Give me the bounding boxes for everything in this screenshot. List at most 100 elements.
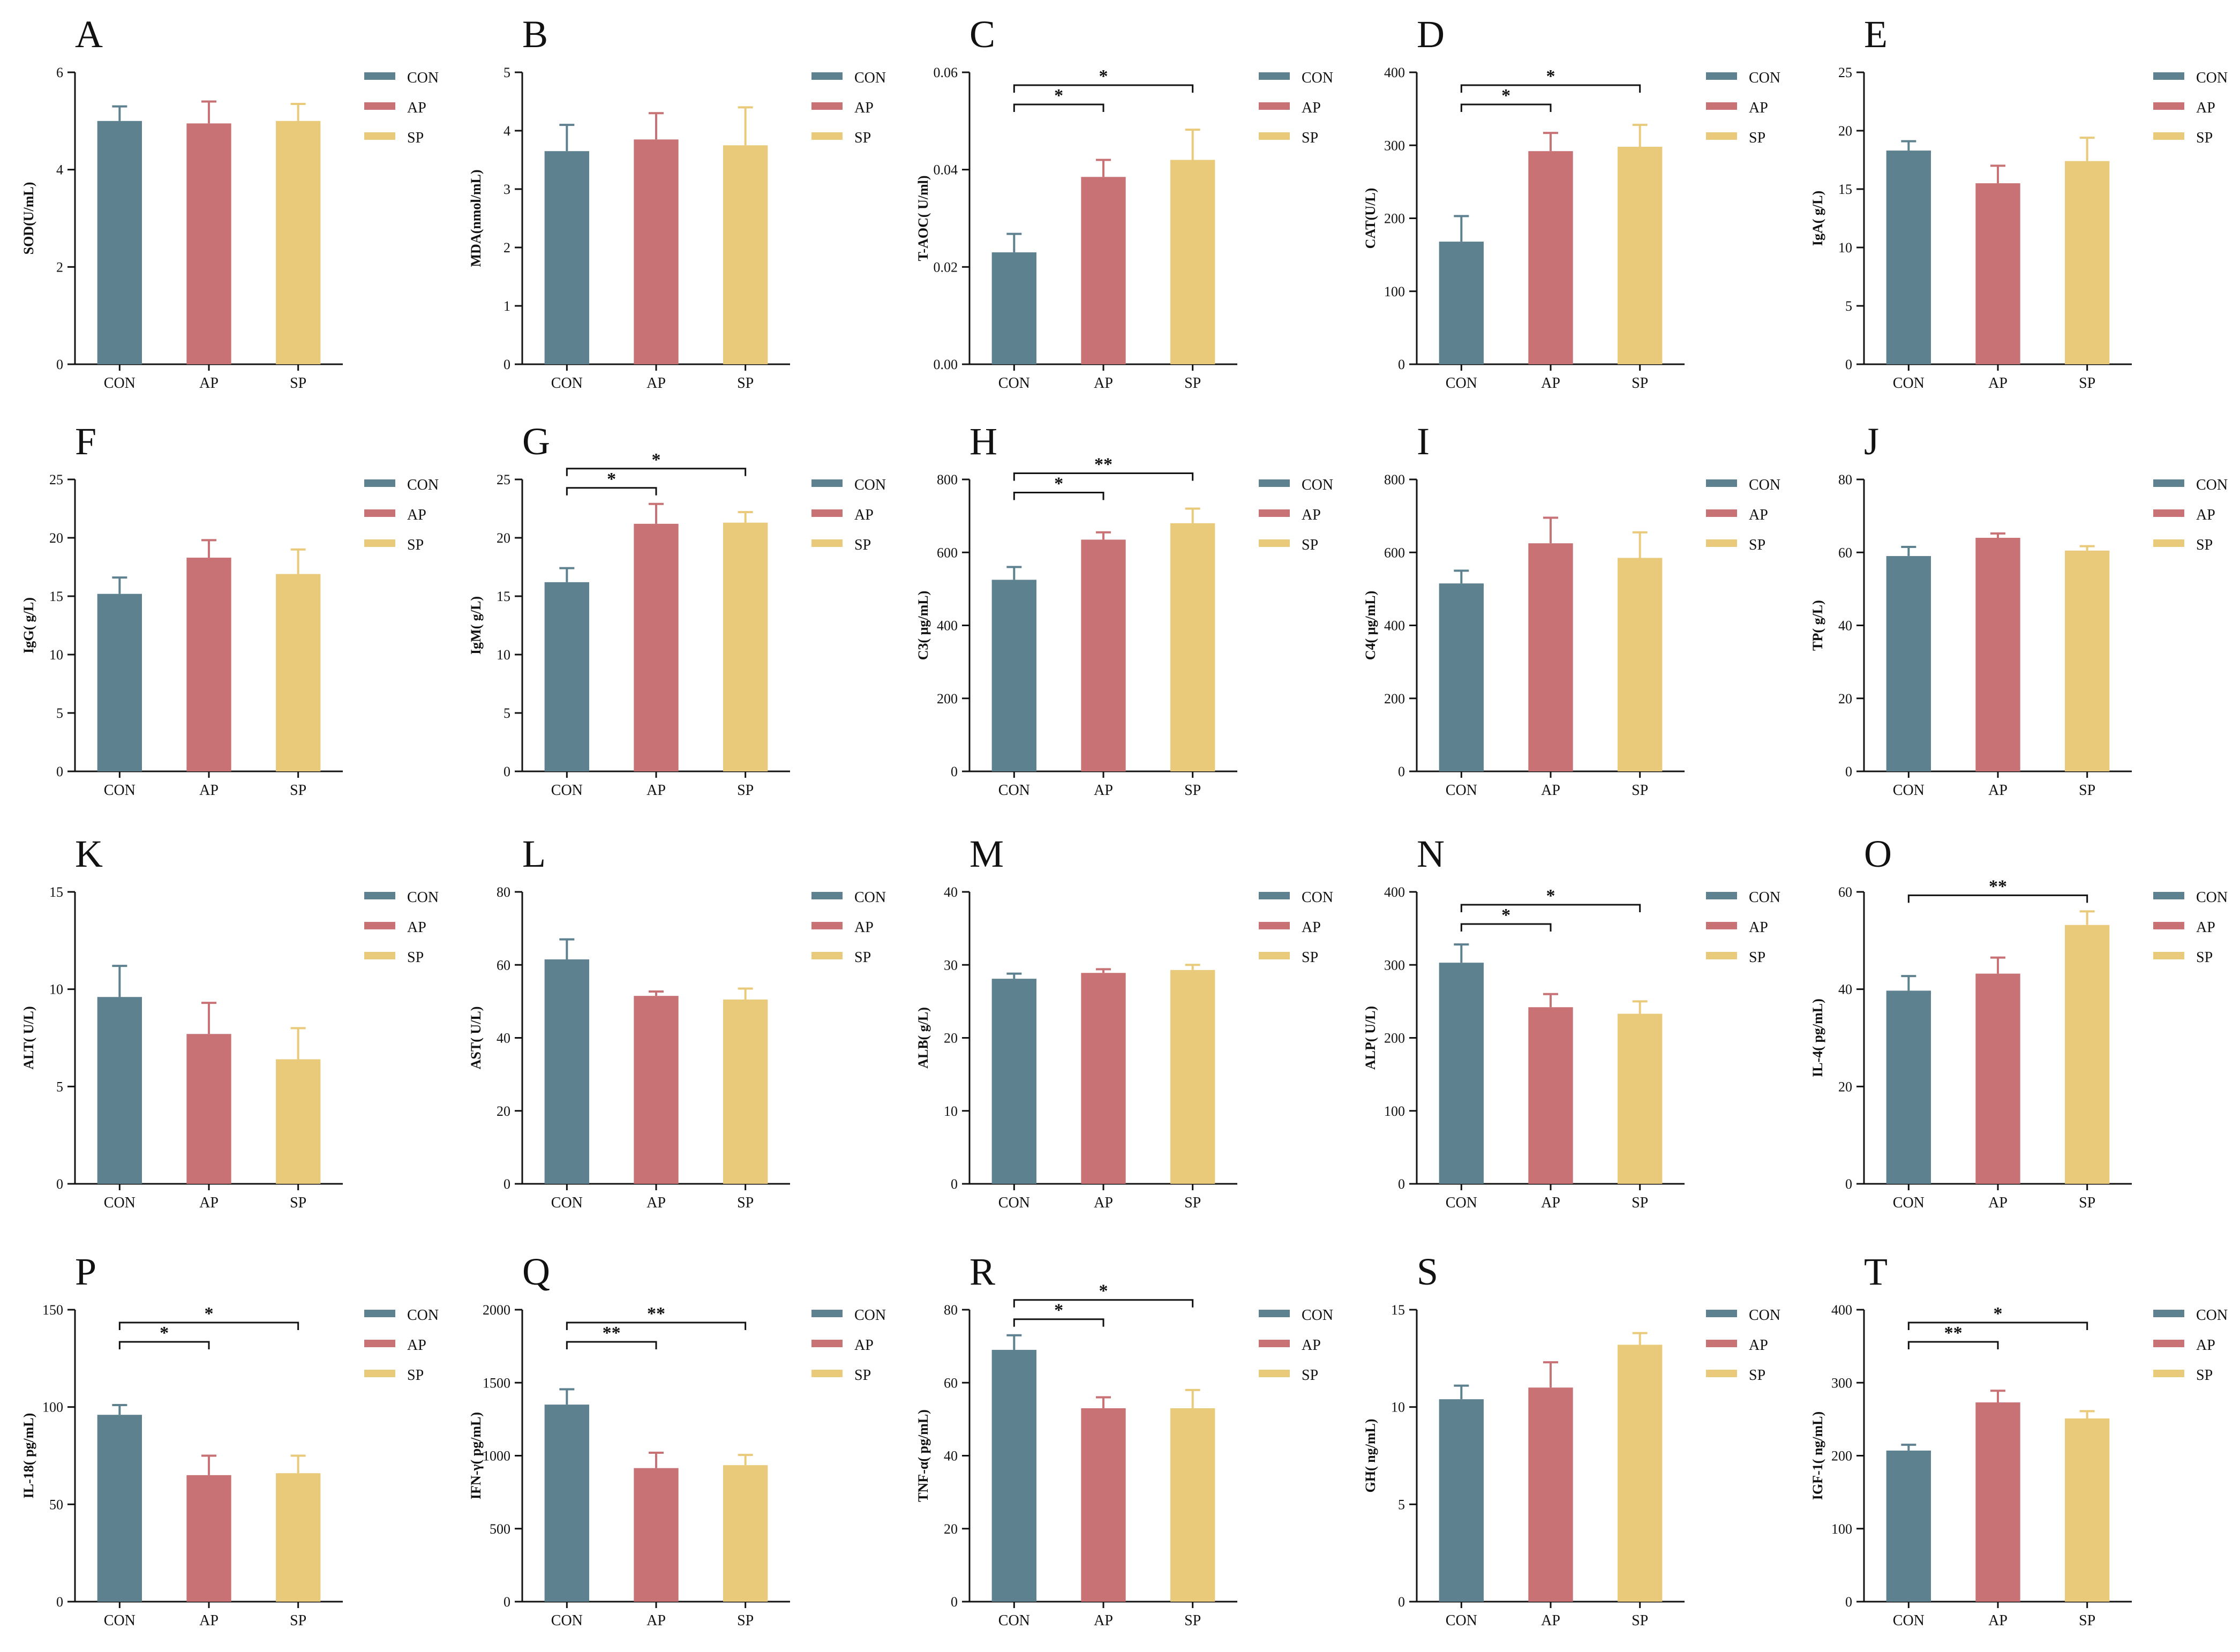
x-tick-label: SP (1184, 1612, 1201, 1629)
legend-label-sp: SP (1302, 1367, 1318, 1384)
y-axis-label: IGF-1( ng/mL) (1810, 1411, 1825, 1500)
legend-label-ap: AP (1749, 507, 1768, 523)
panel-D: D 0 100 200 300 400 CAT(U/L) CON AP SP * * CON AP SP (1363, 13, 1780, 392)
y-tick-label: 0 (503, 357, 510, 372)
y-tick-label: 15 (49, 884, 63, 900)
legend-swatch-sp (1706, 132, 1737, 140)
legend-swatch-ap (364, 509, 395, 517)
y-tick-label: 1000 (483, 1448, 510, 1464)
y-tick-label: 5 (503, 705, 510, 721)
significance-bracket (566, 1321, 747, 1330)
legend-label-con: CON (1749, 477, 1780, 493)
legend-label-ap: AP (1302, 1337, 1321, 1354)
significance-bracket (1460, 103, 1552, 112)
y-tick-label: 5 (503, 65, 510, 80)
significance-bracket (1013, 84, 1194, 93)
x-tick-label: AP (1988, 1195, 2008, 1211)
panel-letter: O (1864, 832, 1892, 875)
bar-con (1439, 242, 1484, 364)
bar-sp (723, 999, 768, 1184)
significance-bracket (1907, 894, 2088, 903)
y-tick-label: 0 (1398, 357, 1405, 372)
x-tick-label: SP (1632, 375, 1648, 392)
panel-letter: L (522, 832, 546, 875)
y-tick-label: 0 (951, 1176, 958, 1192)
x-tick-label: SP (2079, 1612, 2095, 1629)
legend-label-sp: SP (854, 537, 871, 553)
x-tick-label: AP (1094, 375, 1113, 392)
y-tick-label: 300 (1384, 957, 1405, 973)
x-tick-label: SP (1632, 1195, 1648, 1211)
x-tick-label: CON (998, 782, 1030, 799)
y-tick-label: 5 (56, 705, 63, 721)
bar-sp (1618, 1345, 1663, 1602)
legend-swatch-sp (2153, 539, 2184, 547)
significance-label: ** (603, 1323, 621, 1343)
legend-swatch-con (364, 72, 395, 80)
y-axis-label: ALB( g/L) (915, 1007, 931, 1069)
bar-ap (1081, 973, 1126, 1184)
legend-label-sp: SP (2196, 949, 2213, 966)
x-tick-label: AP (647, 375, 666, 392)
y-tick-label: 60 (1838, 545, 1852, 560)
legend-swatch-sp (2153, 132, 2184, 140)
panel-letter: K (75, 832, 103, 875)
legend-label-sp: SP (854, 130, 871, 146)
legend-swatch-sp (1259, 132, 1290, 140)
y-tick-label: 40 (497, 1031, 510, 1046)
legend-swatch-sp (1706, 952, 1737, 959)
y-tick-label: 600 (1384, 545, 1405, 560)
significance-label: * (205, 1304, 214, 1324)
y-tick-label: 80 (944, 1302, 958, 1318)
legend-swatch-ap (811, 102, 843, 110)
y-tick-label: 15 (49, 589, 63, 604)
legend-label-sp: SP (1302, 130, 1318, 146)
y-tick-label: 0.06 (934, 65, 958, 80)
x-tick-label: SP (290, 1195, 306, 1211)
y-tick-label: 0 (1845, 357, 1852, 372)
y-axis-label: ALP( U/L) (1363, 1006, 1378, 1070)
y-tick-label: 0 (951, 1594, 958, 1610)
y-axis-label: IL-18( pg/mL) (21, 1413, 36, 1499)
panel-P: P 0 50 100 150 IL-18( pg/mL) CON AP SP * * CON AP SP (21, 1250, 439, 1629)
y-tick-label: 40 (944, 1448, 958, 1464)
legend-swatch-con (1706, 479, 1737, 487)
bar-con (544, 1405, 589, 1602)
x-tick-label: CON (104, 782, 136, 799)
panel-Q: Q 0 500 1000 1500 2000 IFN-γ( pg/mL) CON AP SP ** *… (468, 1250, 886, 1629)
legend-label-sp: SP (1302, 949, 1318, 966)
legend-label-ap: AP (2196, 1337, 2215, 1354)
significance-bracket (1907, 1321, 2088, 1330)
legend-swatch-ap (1259, 509, 1290, 517)
legend-label-ap: AP (854, 100, 874, 116)
y-axis-label: CAT(U/L) (1363, 188, 1378, 249)
panel-letter: D (1417, 13, 1445, 56)
legend-swatch-ap (2153, 1340, 2184, 1347)
legend-label-ap: AP (1302, 919, 1321, 936)
legend-label-con: CON (1302, 70, 1333, 86)
x-tick-label: AP (1988, 782, 2008, 799)
legend-label-ap: AP (407, 507, 426, 523)
legend-label-con: CON (1302, 1307, 1333, 1324)
y-tick-label: 800 (1384, 472, 1405, 487)
legend-label-ap: AP (854, 507, 874, 523)
legend-label-sp: SP (2196, 1367, 2213, 1384)
y-tick-label: 200 (937, 691, 958, 707)
bar-ap (1528, 1007, 1573, 1184)
legend-swatch-con (811, 479, 843, 487)
x-tick-label: SP (2079, 782, 2095, 799)
legend-swatch-ap (1259, 1340, 1290, 1347)
significance-label: * (1099, 1281, 1108, 1301)
legend-swatch-ap (1706, 922, 1737, 929)
bar-con (97, 997, 142, 1184)
legend-swatch-con (1259, 479, 1290, 487)
x-tick-label: CON (551, 1612, 583, 1629)
significance-label: * (1501, 86, 1510, 106)
bar-ap (186, 123, 231, 364)
panel-M: M 0 10 20 30 40 ALB( g/L) CON AP SP CON AP SP (915, 832, 1333, 1211)
bar-ap (1528, 543, 1573, 771)
x-tick-label: CON (998, 1195, 1030, 1211)
legend-label-sp: SP (854, 1367, 871, 1384)
bar-ap (1528, 1387, 1573, 1602)
legend-swatch-sp (1259, 952, 1290, 959)
